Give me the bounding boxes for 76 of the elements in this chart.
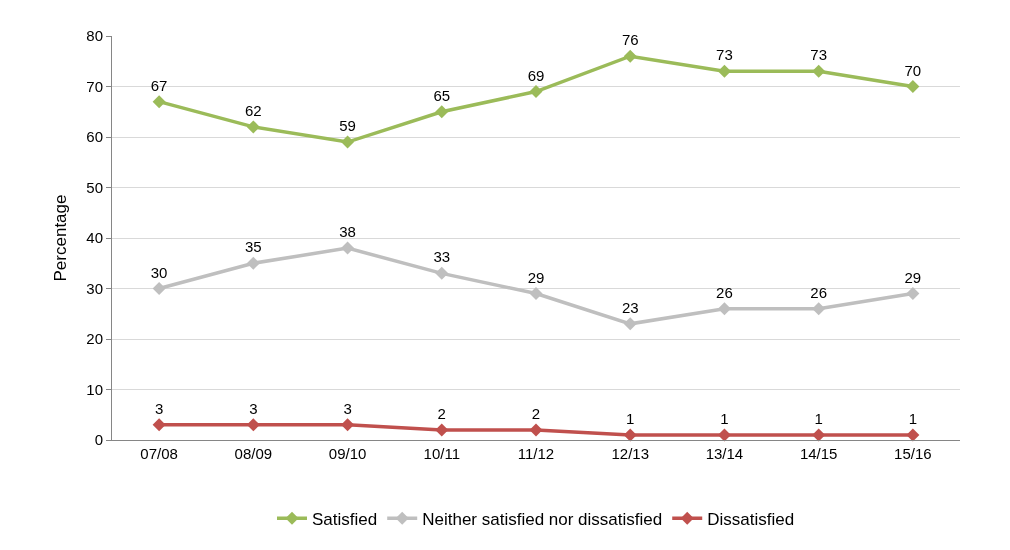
point (717, 302, 731, 316)
data-label: 1 (626, 409, 635, 427)
point (152, 282, 166, 295)
legend-label: Neither satisfied nor dissatisfied (422, 509, 663, 529)
data-label: 26 (716, 283, 733, 301)
data-label: 1 (908, 409, 918, 427)
x-tick-label: 13/14 (705, 445, 744, 462)
point (152, 418, 166, 432)
x-tick-label: 14/15 (799, 445, 838, 462)
data-label: 30 (150, 263, 168, 281)
data-label: 23 (621, 298, 639, 316)
point (906, 287, 920, 301)
data-label: 62 (244, 101, 262, 119)
point (529, 287, 543, 301)
point (246, 418, 260, 432)
data-label: 59 (339, 117, 356, 135)
point (812, 64, 826, 78)
point (623, 317, 637, 331)
y-tick-label: 20 (86, 330, 103, 348)
y-tick-label: 0 (94, 431, 103, 449)
point (435, 105, 449, 119)
point (341, 418, 355, 432)
data-label: 76 (621, 31, 639, 49)
point (906, 80, 920, 93)
point (435, 266, 449, 280)
data-label: 2 (437, 404, 446, 422)
y-tick-label: 40 (86, 229, 103, 247)
x-tick-label: 09/10 (328, 445, 367, 462)
data-label: 33 (433, 248, 451, 266)
data-label: 35 (244, 238, 262, 256)
data-label: 3 (343, 399, 352, 417)
data-label: 38 (339, 223, 356, 241)
y-axis-title: Percentage (50, 194, 70, 282)
point (152, 95, 166, 109)
data-label: 1 (720, 409, 729, 427)
point (246, 256, 260, 270)
x-tick-label: 11/12 (517, 445, 555, 462)
point (529, 85, 543, 99)
data-label: 1 (814, 409, 823, 427)
data-label: 29 (904, 268, 922, 286)
data-label: 65 (433, 86, 451, 104)
x-tick-label: 08/09 (234, 445, 273, 462)
point (717, 64, 731, 78)
data-label: 73 (716, 46, 733, 64)
point (435, 423, 449, 437)
data-label: 26 (810, 283, 828, 301)
point (812, 302, 826, 316)
point (529, 423, 543, 437)
point (812, 428, 826, 442)
y-tick-label: 30 (86, 279, 103, 297)
data-label: 69 (527, 66, 545, 84)
data-label: 29 (527, 268, 545, 286)
data-label: 70 (904, 61, 922, 79)
data-label: 3 (154, 399, 164, 417)
legend-label: Dissatisfied (707, 509, 795, 529)
point (717, 428, 731, 442)
legend-label: Satisfied (312, 509, 378, 529)
y-tick-label: 60 (86, 128, 103, 146)
data-label: 2 (531, 404, 541, 422)
data-label: 73 (810, 46, 828, 64)
point (623, 49, 637, 63)
point (623, 428, 637, 442)
point (906, 428, 920, 442)
y-tick-label: 80 (86, 27, 103, 45)
point (341, 241, 355, 255)
point (246, 120, 260, 134)
data-label: 3 (249, 399, 258, 417)
data-label: 67 (150, 76, 168, 94)
point (341, 135, 355, 149)
y-tick-label: 50 (86, 178, 103, 196)
x-tick-label: 10/11 (423, 445, 460, 462)
y-tick-label: 70 (86, 77, 103, 95)
x-tick-label: 07/08 (140, 445, 178, 462)
x-tick-label: 12/13 (611, 445, 649, 462)
x-tick-label: 15/16 (894, 445, 932, 462)
y-tick-label: 10 (86, 380, 103, 398)
